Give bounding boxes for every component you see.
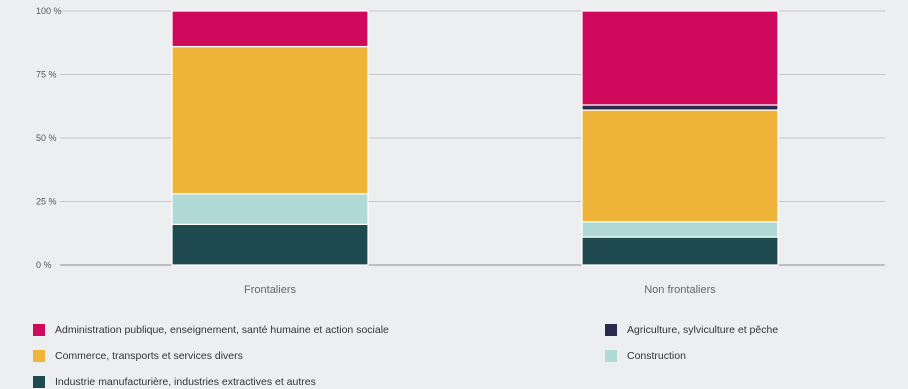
legend-swatch-administration	[33, 324, 45, 336]
legend-item-agriculture: Agriculture, sylviculture et pêche	[605, 324, 778, 336]
stacked-bar-chart: 0 % 25 % 50 % 75 % 100 % Frontaliers Non fron…	[36, 6, 885, 296]
bar-segment	[581, 10, 779, 106]
bar-segment	[581, 109, 779, 223]
bar-segment	[171, 10, 369, 48]
y-tick-label: 100 %	[36, 6, 62, 16]
bar-segment	[581, 104, 779, 111]
legend-item-construction: Construction	[605, 350, 686, 362]
x-category-label: Frontaliers	[244, 284, 296, 296]
legend-label-agriculture: Agriculture, sylviculture et pêche	[627, 324, 779, 336]
legend-label-administration: Administration publique, enseignement, s…	[55, 324, 389, 336]
bar-segment	[171, 193, 369, 225]
legend-swatch-commerce	[33, 350, 45, 362]
legend-label-commerce: Commerce, transports et services divers	[55, 350, 243, 362]
legend-swatch-construction	[605, 350, 617, 362]
legend-swatch-industrie	[33, 376, 45, 388]
y-axis-tick-labels: 0 % 25 % 50 % 75 % 100 %	[36, 6, 62, 270]
bar-segment	[171, 45, 369, 195]
y-tick-label: 25 %	[36, 197, 57, 207]
y-tick-label: 75 %	[36, 70, 57, 80]
bars	[171, 10, 779, 266]
legend-label-construction: Construction	[627, 350, 686, 362]
bar-segment	[581, 236, 779, 266]
legend-swatch-agriculture	[605, 324, 617, 336]
legend-item-commerce: Commerce, transports et services divers	[33, 350, 243, 362]
bar-segment	[171, 223, 369, 266]
legend-label-industrie: Industrie manufacturière, industries ext…	[55, 376, 316, 388]
y-tick-label: 50 %	[36, 133, 57, 143]
x-category-label: Non frontaliers	[644, 284, 716, 296]
y-tick-label: 0 %	[36, 260, 52, 270]
legend-item-industrie: Industrie manufacturière, industries ext…	[33, 376, 316, 388]
legend-item-administration: Administration publique, enseignement, s…	[33, 324, 389, 336]
bar-segment	[581, 221, 779, 238]
x-axis-category-labels: Frontaliers Non frontaliers	[244, 284, 716, 296]
